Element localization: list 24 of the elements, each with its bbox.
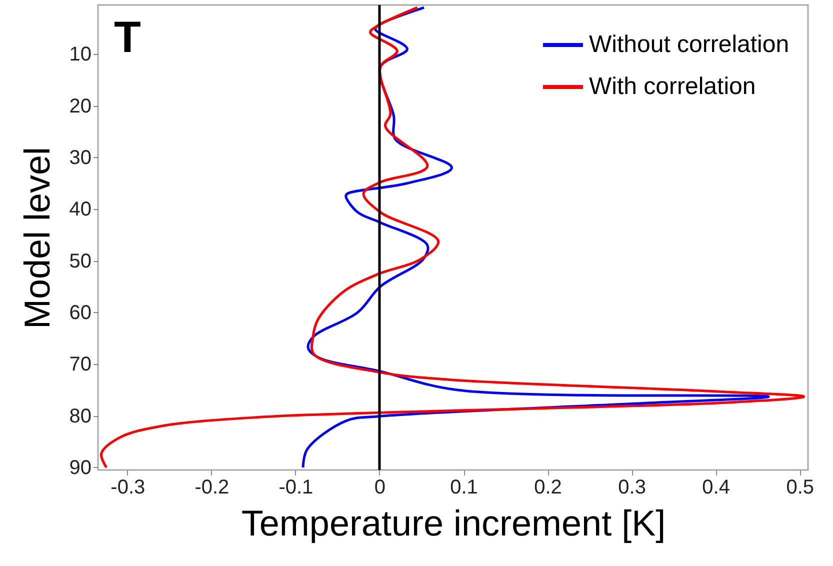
y-axis-title: Model level (16, 146, 58, 330)
annotation: T (114, 13, 141, 62)
y-tick-label: 60 (69, 302, 92, 324)
y-tick-label: 40 (69, 198, 92, 221)
y-tick-label: 10 (69, 44, 92, 66)
y-tick-label: 20 (69, 95, 92, 118)
x-tick-label: -0.3 (110, 476, 146, 498)
y-tick-label: 70 (69, 354, 92, 376)
x-tick-label: 0.4 (702, 476, 730, 498)
x-tick-label: 0 (374, 476, 386, 498)
x-tick-label: 0.5 (786, 476, 814, 498)
legend-label: With correlation (589, 73, 756, 100)
legend-label: Without correlation (589, 31, 790, 58)
x-tick-label: 0.3 (618, 476, 646, 498)
x-axis-title: Temperature increment [K] (241, 502, 666, 544)
y-tick-label: 90 (69, 456, 92, 479)
y-tick-label: 50 (69, 250, 92, 272)
x-tick-label: -0.2 (194, 476, 230, 498)
x-tick-label: 0.2 (534, 476, 562, 498)
line-series (100, 6, 806, 469)
y-tick-label: 80 (69, 405, 92, 428)
x-tick-label: -0.1 (278, 476, 314, 498)
y-tick-label: 30 (69, 146, 92, 169)
x-tick-label: 0.1 (450, 476, 478, 498)
